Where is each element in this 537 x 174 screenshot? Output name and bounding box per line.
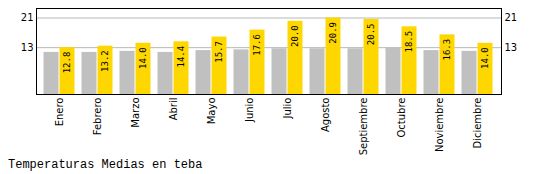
svg-text:21: 21 bbox=[21, 12, 34, 23]
svg-text:16.3: 16.3 bbox=[442, 39, 452, 61]
svg-text:Diciembre: Diciembre bbox=[472, 98, 483, 149]
svg-text:14.0: 14.0 bbox=[480, 47, 490, 69]
svg-text:Noviembre: Noviembre bbox=[434, 98, 445, 153]
html-text:Temperaturas Medias en teba: Temperaturas Medias en teba bbox=[8, 158, 203, 172]
svg-text:20.5: 20.5 bbox=[366, 23, 376, 45]
svg-text:Septiembre: Septiembre bbox=[358, 98, 369, 156]
svg-text:17.6: 17.6 bbox=[252, 34, 262, 56]
svg-text:13.2: 13.2 bbox=[100, 50, 110, 72]
svg-text:20.0: 20.0 bbox=[290, 25, 300, 47]
svg-text:Agosto: Agosto bbox=[320, 98, 331, 133]
svg-text:14.4: 14.4 bbox=[176, 46, 186, 68]
svg-text:Abril: Abril bbox=[168, 98, 179, 121]
svg-text:Mayo: Mayo bbox=[206, 98, 217, 125]
svg-text:14.0: 14.0 bbox=[138, 47, 148, 69]
svg-text:15.7: 15.7 bbox=[214, 41, 224, 63]
svg-text:13: 13 bbox=[505, 42, 518, 53]
svg-text:Marzo: Marzo bbox=[130, 98, 141, 128]
svg-text:Febrero: Febrero bbox=[92, 98, 103, 136]
svg-text:Octubre: Octubre bbox=[396, 98, 407, 138]
svg-text:Julio: Julio bbox=[282, 98, 293, 120]
svg-text:Junio: Junio bbox=[244, 98, 255, 124]
svg-text:18.5: 18.5 bbox=[404, 31, 414, 53]
svg-text:Enero: Enero bbox=[54, 98, 65, 127]
svg-text:12.8: 12.8 bbox=[62, 52, 72, 74]
svg-text:13: 13 bbox=[21, 42, 34, 53]
svg-text:21: 21 bbox=[505, 12, 518, 23]
svg-text:20.9: 20.9 bbox=[328, 22, 338, 44]
